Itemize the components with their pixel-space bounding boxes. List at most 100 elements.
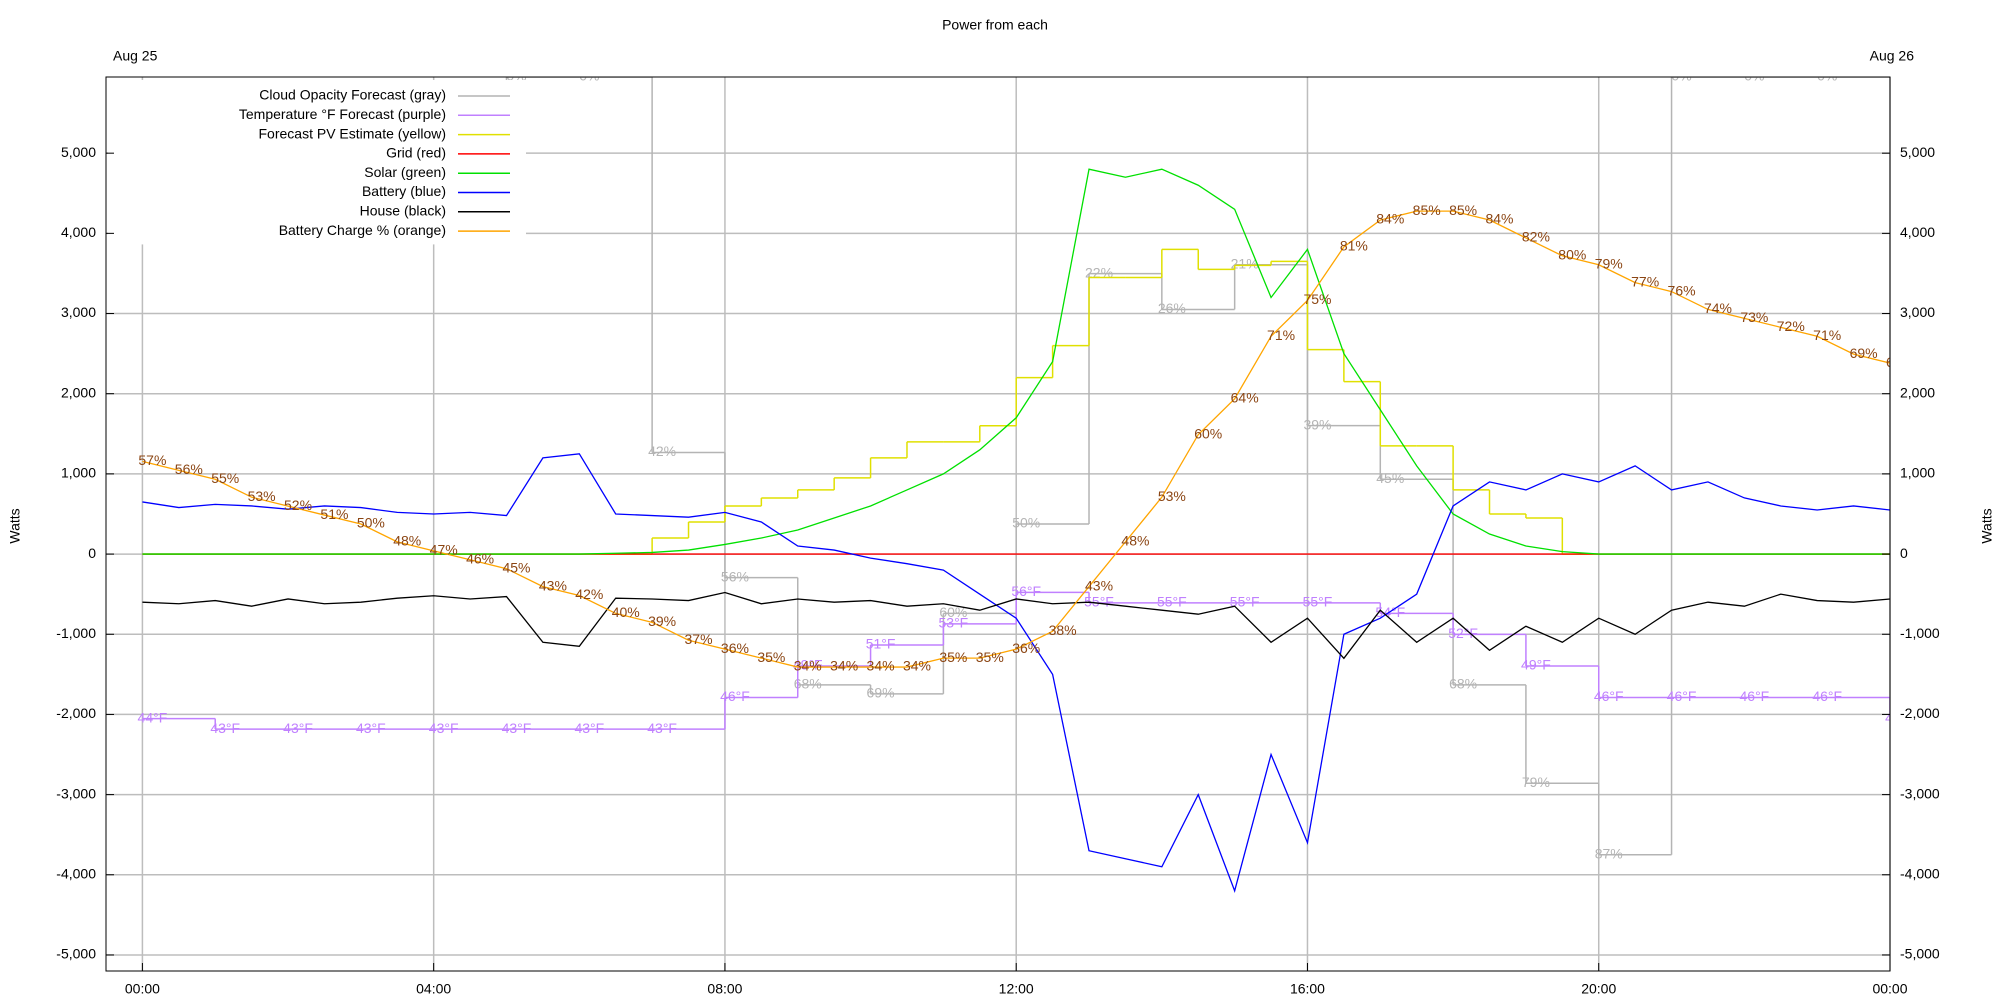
data-label: 82% xyxy=(1522,229,1550,245)
data-label: 26% xyxy=(1158,300,1186,316)
data-label: 85% xyxy=(1449,202,1477,218)
x-tick-label: 08:00 xyxy=(707,981,742,997)
data-label: 53°F xyxy=(939,615,969,631)
y-tick-label: 2,000 xyxy=(61,384,96,400)
legend-label: Battery (blue) xyxy=(362,183,446,199)
y-tick-label: -1,000 xyxy=(56,625,96,641)
data-label: 36% xyxy=(1012,640,1040,656)
data-label: 85% xyxy=(1413,202,1441,218)
data-label: 38% xyxy=(1049,622,1077,638)
y-axis-label: Watts xyxy=(7,508,23,543)
y-tick-label: 0 xyxy=(88,545,96,561)
data-label: 60% xyxy=(1194,425,1222,441)
series-line xyxy=(142,591,1890,660)
data-label: 73% xyxy=(1740,309,1768,325)
data-label: 0% xyxy=(1817,68,1837,84)
legend-label: House (black) xyxy=(360,203,446,219)
data-label: 56% xyxy=(721,568,749,584)
data-label: 43°F xyxy=(502,720,532,736)
date-right: Aug 26 xyxy=(1870,48,1915,64)
y2-axis-label: Watts xyxy=(1979,508,1995,543)
legend: Cloud Opacity Forecast (gray) Temperature… xyxy=(108,80,526,245)
data-label: 47% xyxy=(430,542,458,558)
data-label: 43°F xyxy=(647,720,677,736)
data-label: 55°F xyxy=(1157,594,1187,610)
y-tick-label: -5,000 xyxy=(56,946,96,962)
data-label: 68% xyxy=(1886,354,1914,370)
y-tick-label: 3,000 xyxy=(61,304,96,320)
y2-tick-label: 2,000 xyxy=(1900,384,1935,400)
data-label: 71% xyxy=(1267,327,1295,343)
data-label: 80% xyxy=(1558,247,1586,263)
data-label: 53% xyxy=(248,488,276,504)
y-tick-label: 5,000 xyxy=(61,144,96,160)
data-label: 48% xyxy=(393,533,421,549)
y-tick-label: 4,000 xyxy=(61,224,96,240)
x-tick-label: 04:00 xyxy=(416,981,451,997)
y-tick-label: 1,000 xyxy=(61,465,96,481)
legend-label: Forecast PV Estimate (yellow) xyxy=(259,125,447,141)
data-label: 50% xyxy=(1012,515,1040,531)
data-label: 34% xyxy=(794,658,822,674)
data-label: 57% xyxy=(138,452,166,468)
y-tick-label: -4,000 xyxy=(56,865,96,881)
data-label: 79% xyxy=(1522,774,1550,790)
data-label: 35% xyxy=(976,649,1004,665)
axes: 00:00 04:00 08:00 12:00 16:00 20:00 00:00 -5,00… xyxy=(56,144,1940,997)
data-label: 76% xyxy=(1668,282,1696,298)
data-label: 64% xyxy=(1231,390,1259,406)
data-label: 84% xyxy=(1485,211,1513,227)
data-label: 0% xyxy=(1671,68,1691,84)
data-label: 22% xyxy=(1085,264,1113,280)
data-label: 48% xyxy=(1121,533,1149,549)
grid xyxy=(106,77,1891,971)
date-left: Aug 25 xyxy=(113,48,158,64)
series-line xyxy=(142,168,1890,555)
chart-title: Power from each xyxy=(942,17,1048,33)
data-label: 34% xyxy=(903,658,931,674)
data-label: 77% xyxy=(1631,273,1659,289)
x-tick-label: 16:00 xyxy=(1290,981,1325,997)
data-label: 39% xyxy=(648,613,676,629)
x-tick-label: 20:00 xyxy=(1581,981,1616,997)
x-tick-label: 00:00 xyxy=(1872,981,1907,997)
data-label: 0% xyxy=(579,68,599,84)
data-label: 42% xyxy=(575,586,603,602)
data-label: 42% xyxy=(648,443,676,459)
data-label: 69% xyxy=(867,685,895,701)
data-label: 34% xyxy=(830,658,858,674)
legend-label: Cloud Opacity Forecast (gray) xyxy=(259,87,446,103)
y2-tick-label: -1,000 xyxy=(1900,625,1940,641)
data-label: 49°F xyxy=(793,657,823,673)
data-label: 40% xyxy=(612,604,640,620)
data-label: 46°F xyxy=(1594,688,1624,704)
legend-label: Solar (green) xyxy=(364,164,446,180)
y2-tick-label: 3,000 xyxy=(1900,304,1935,320)
data-label: 56°F xyxy=(1011,583,1041,599)
series-line xyxy=(142,453,1890,893)
data-label: 43°F xyxy=(283,720,313,736)
data-label: 55°F xyxy=(1230,594,1260,610)
data-label: 53% xyxy=(1158,488,1186,504)
y2-tick-label: -5,000 xyxy=(1900,946,1940,962)
data-label: 43°F xyxy=(356,720,386,736)
data-label: 46°F xyxy=(1812,688,1842,704)
plot-area: 2%1%1%1%1%0%0%42%56%68%69%60%50%22%26%21… xyxy=(138,68,1914,893)
data-label: 44°F xyxy=(138,709,168,725)
data-label: 45% xyxy=(1376,470,1404,486)
data-label: 45% xyxy=(502,559,530,575)
legend-background xyxy=(108,80,526,245)
y2-tick-label: 4,000 xyxy=(1900,224,1935,240)
data-label: 50% xyxy=(357,515,385,531)
data-label: 55% xyxy=(211,470,239,486)
data-label: 34% xyxy=(867,658,895,674)
data-label: 68% xyxy=(1449,676,1477,692)
data-label: 36% xyxy=(721,640,749,656)
data-label: 60% xyxy=(939,604,967,620)
data-label: 74% xyxy=(1704,300,1732,316)
data-label: 87% xyxy=(1595,845,1623,861)
y2-tick-label: -4,000 xyxy=(1900,865,1940,881)
y2-tick-label: 0 xyxy=(1900,545,1908,561)
data-label: 49°F xyxy=(1521,657,1551,673)
legend-label: Battery Charge % (orange) xyxy=(279,222,446,238)
